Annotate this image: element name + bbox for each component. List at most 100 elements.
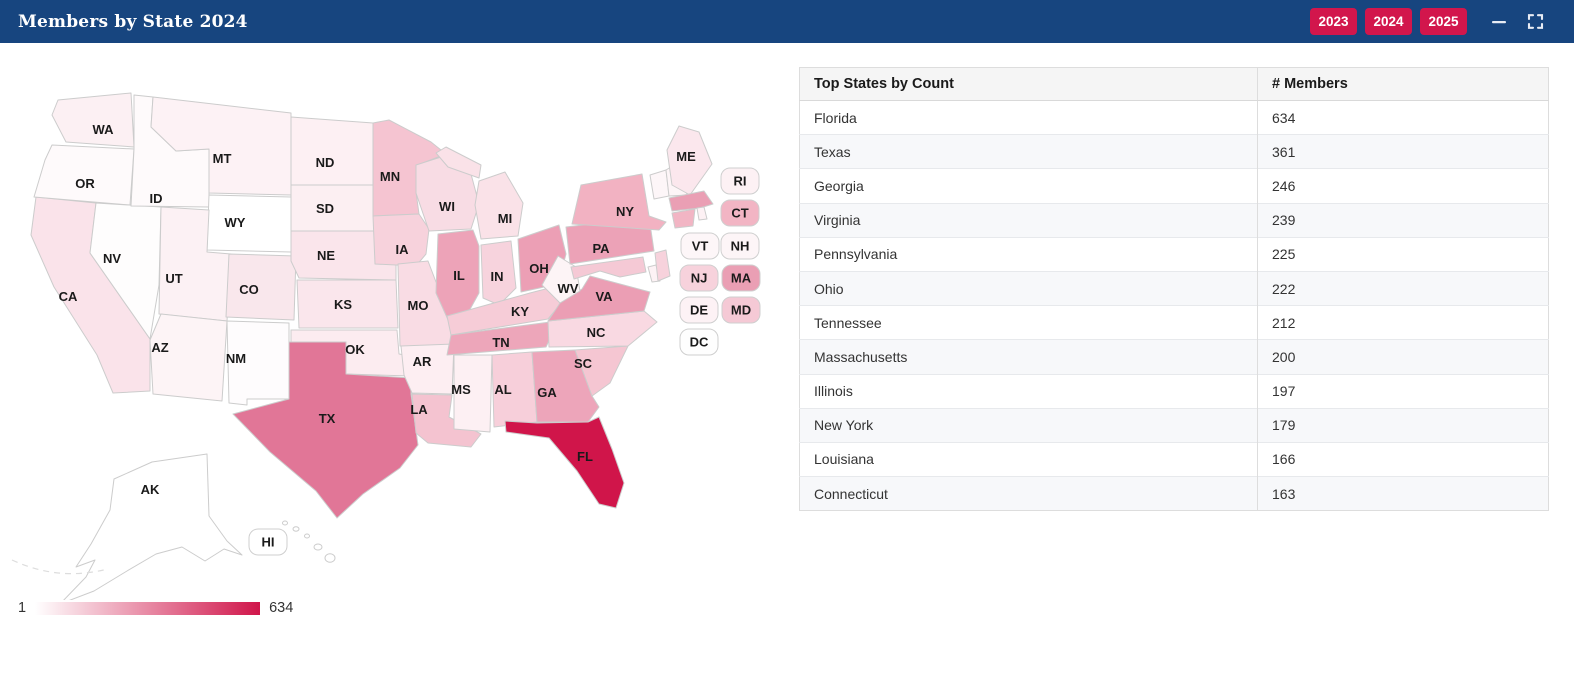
member-count-cell: 361 bbox=[1257, 134, 1549, 169]
map-label-MN: MN bbox=[380, 169, 400, 184]
minimize-button[interactable] bbox=[1491, 14, 1507, 30]
map-label-LA: LA bbox=[410, 402, 428, 417]
map-label-NV: NV bbox=[103, 251, 121, 266]
state-IN[interactable] bbox=[480, 240, 517, 306]
member-count-cell: 179 bbox=[1257, 407, 1549, 443]
state-WA[interactable] bbox=[51, 92, 135, 148]
state-AR[interactable] bbox=[400, 343, 455, 395]
state-CO[interactable] bbox=[225, 253, 297, 321]
page-title: Members by State 2024 bbox=[18, 11, 248, 32]
state-SC[interactable] bbox=[574, 345, 629, 397]
state-MA[interactable] bbox=[668, 190, 714, 212]
map-label-PA: PA bbox=[592, 241, 610, 256]
member-count-cell: 200 bbox=[1257, 339, 1549, 374]
map-label-ID: ID bbox=[150, 191, 163, 206]
state-AK[interactable] bbox=[60, 453, 243, 600]
map-label-UT: UT bbox=[165, 271, 182, 286]
title-bar-actions: 2023 2024 2025 bbox=[1302, 8, 1574, 35]
state-NY[interactable] bbox=[571, 173, 667, 231]
state-VA[interactable] bbox=[547, 275, 651, 322]
state-IA[interactable] bbox=[372, 213, 430, 267]
state-MS[interactable] bbox=[453, 354, 493, 433]
map-label-AZ: AZ bbox=[151, 340, 168, 355]
table-row: Massachusetts 200 bbox=[799, 339, 1549, 374]
map-label-CA: CA bbox=[59, 289, 78, 304]
map-label-MI: MI bbox=[498, 211, 512, 226]
state-ND[interactable] bbox=[290, 116, 374, 186]
state-name-cell: Texas bbox=[799, 134, 1258, 169]
svg-text:NJ: NJ bbox=[691, 271, 708, 286]
state-CT[interactable] bbox=[671, 208, 696, 229]
state-TN[interactable] bbox=[446, 320, 559, 356]
top-states-table: Top States by Count # Members Florida 634… bbox=[799, 67, 1549, 512]
state-KS[interactable] bbox=[296, 279, 399, 329]
state-IL[interactable] bbox=[435, 229, 480, 323]
table-row: Illinois 197 bbox=[799, 373, 1549, 409]
map-label-MT: MT bbox=[213, 151, 232, 166]
member-count-cell: 222 bbox=[1257, 270, 1549, 306]
map-label-KS: KS bbox=[334, 297, 352, 312]
pill-MA[interactable]: MA bbox=[721, 264, 761, 292]
state-NM[interactable] bbox=[226, 320, 290, 406]
column-header-state: Top States by Count bbox=[799, 67, 1258, 101]
pill-VT[interactable]: VT bbox=[680, 232, 720, 260]
state-ME[interactable] bbox=[666, 125, 713, 196]
pill-CT[interactable]: CT bbox=[720, 199, 760, 227]
year-button-2023[interactable]: 2023 bbox=[1310, 8, 1357, 35]
svg-text:CT: CT bbox=[731, 206, 748, 221]
column-header-members: # Members bbox=[1257, 67, 1549, 101]
map-label-OK: OK bbox=[345, 342, 365, 357]
svg-text:DC: DC bbox=[690, 335, 709, 350]
fullscreen-button[interactable] bbox=[1527, 13, 1544, 30]
pill-NH[interactable]: NH bbox=[720, 232, 760, 260]
state-MD[interactable] bbox=[570, 256, 647, 280]
state-NJ[interactable] bbox=[654, 249, 671, 282]
map-label-WA: WA bbox=[93, 122, 115, 137]
pill-MD[interactable]: MD bbox=[721, 296, 761, 324]
state-name-cell: Tennessee bbox=[799, 305, 1258, 340]
svg-text:MA: MA bbox=[731, 271, 752, 286]
pill-HI[interactable]: HI bbox=[248, 528, 288, 556]
state-name-cell: Connecticut bbox=[799, 476, 1258, 511]
state-FL[interactable] bbox=[504, 416, 625, 509]
state-OR[interactable] bbox=[33, 144, 135, 206]
map-label-AL: AL bbox=[494, 382, 511, 397]
state-TX[interactable] bbox=[232, 341, 419, 519]
state-name-cell: Illinois bbox=[799, 373, 1258, 409]
state-LA[interactable] bbox=[411, 393, 482, 448]
state-MI[interactable] bbox=[474, 171, 524, 240]
us-choropleth-map: WA OR CA NV ID MT WY UT CO AZ NM ND SD N… bbox=[11, 92, 761, 600]
state-WY[interactable] bbox=[206, 194, 292, 253]
top-states-table-panel: Top States by Count # Members Florida 634… bbox=[799, 67, 1549, 512]
fullscreen-icon bbox=[1527, 14, 1544, 29]
pill-NJ[interactable]: NJ bbox=[679, 264, 719, 292]
member-count-cell: 212 bbox=[1257, 305, 1549, 340]
state-MI-upper-peninsula[interactable] bbox=[435, 146, 482, 179]
table-row: New York 179 bbox=[799, 407, 1549, 443]
member-count-cell: 225 bbox=[1257, 236, 1549, 272]
aleutian-dashed-line bbox=[11, 559, 109, 575]
map-label-FL: FL bbox=[577, 449, 593, 464]
pill-DE[interactable]: DE bbox=[679, 296, 719, 324]
map-label-NY: NY bbox=[616, 204, 634, 219]
svg-text:VT: VT bbox=[692, 239, 709, 254]
state-WV[interactable] bbox=[541, 255, 581, 304]
member-count-cell: 163 bbox=[1257, 476, 1549, 511]
minimize-icon bbox=[1492, 20, 1506, 23]
legend-max-label: 634 bbox=[269, 600, 294, 616]
state-name-cell: Louisiana bbox=[799, 441, 1258, 477]
map-label-WI: WI bbox=[439, 199, 455, 214]
table-row: Tennessee 212 bbox=[799, 305, 1549, 340]
pill-DC[interactable]: DC bbox=[679, 328, 719, 356]
year-button-2024[interactable]: 2024 bbox=[1365, 8, 1412, 35]
map-label-NM: NM bbox=[226, 351, 246, 366]
state-RI[interactable] bbox=[696, 206, 708, 221]
pill-RI[interactable]: RI bbox=[720, 167, 760, 195]
map-label-MS: MS bbox=[451, 382, 471, 397]
state-AZ[interactable] bbox=[149, 313, 228, 402]
year-button-2025[interactable]: 2025 bbox=[1420, 8, 1467, 35]
map-label-TX: TX bbox=[319, 411, 336, 426]
svg-text:MD: MD bbox=[731, 303, 751, 318]
map-label-TN: TN bbox=[492, 335, 509, 350]
table-row: Virginia 239 bbox=[799, 202, 1549, 238]
